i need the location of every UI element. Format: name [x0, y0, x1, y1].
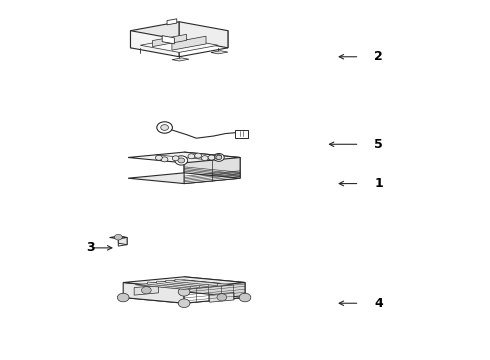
Polygon shape	[211, 51, 228, 54]
Polygon shape	[184, 152, 240, 178]
Polygon shape	[110, 236, 127, 239]
Polygon shape	[123, 277, 245, 288]
Polygon shape	[130, 31, 179, 57]
Text: 2: 2	[374, 50, 383, 63]
Polygon shape	[128, 173, 240, 184]
Circle shape	[188, 154, 195, 159]
Circle shape	[117, 293, 129, 302]
Polygon shape	[184, 283, 245, 303]
Polygon shape	[123, 283, 184, 303]
Polygon shape	[123, 292, 245, 303]
Text: 1: 1	[374, 177, 383, 190]
Polygon shape	[157, 281, 199, 287]
Circle shape	[172, 156, 179, 161]
Polygon shape	[162, 36, 174, 44]
Text: 3: 3	[87, 241, 95, 255]
Polygon shape	[175, 279, 218, 285]
Circle shape	[157, 122, 172, 133]
Polygon shape	[147, 282, 190, 288]
Polygon shape	[152, 34, 187, 46]
Polygon shape	[172, 36, 206, 50]
Circle shape	[178, 299, 190, 307]
Polygon shape	[167, 19, 177, 25]
Circle shape	[216, 155, 222, 159]
Circle shape	[155, 155, 162, 160]
Circle shape	[201, 156, 208, 161]
Polygon shape	[172, 58, 189, 61]
FancyBboxPatch shape	[235, 130, 248, 138]
Circle shape	[115, 234, 122, 240]
Circle shape	[161, 125, 169, 130]
Polygon shape	[210, 292, 234, 302]
Circle shape	[175, 156, 188, 165]
Polygon shape	[118, 236, 127, 245]
Polygon shape	[135, 280, 233, 289]
Text: 4: 4	[374, 297, 383, 310]
Circle shape	[178, 288, 190, 296]
Polygon shape	[130, 22, 179, 48]
Polygon shape	[179, 22, 228, 48]
Polygon shape	[118, 238, 127, 246]
Circle shape	[195, 153, 201, 158]
Circle shape	[239, 293, 251, 302]
Circle shape	[161, 157, 168, 162]
Polygon shape	[134, 285, 159, 295]
Polygon shape	[179, 31, 228, 57]
Polygon shape	[140, 38, 218, 53]
Polygon shape	[184, 157, 240, 184]
Circle shape	[178, 158, 185, 163]
Circle shape	[208, 155, 215, 160]
Circle shape	[142, 287, 151, 294]
Polygon shape	[113, 236, 123, 238]
Circle shape	[217, 294, 227, 301]
Text: 5: 5	[374, 138, 383, 151]
Polygon shape	[184, 277, 245, 297]
Polygon shape	[147, 280, 220, 287]
Polygon shape	[128, 152, 240, 163]
Circle shape	[215, 154, 221, 159]
Circle shape	[214, 153, 224, 161]
Polygon shape	[166, 280, 208, 287]
